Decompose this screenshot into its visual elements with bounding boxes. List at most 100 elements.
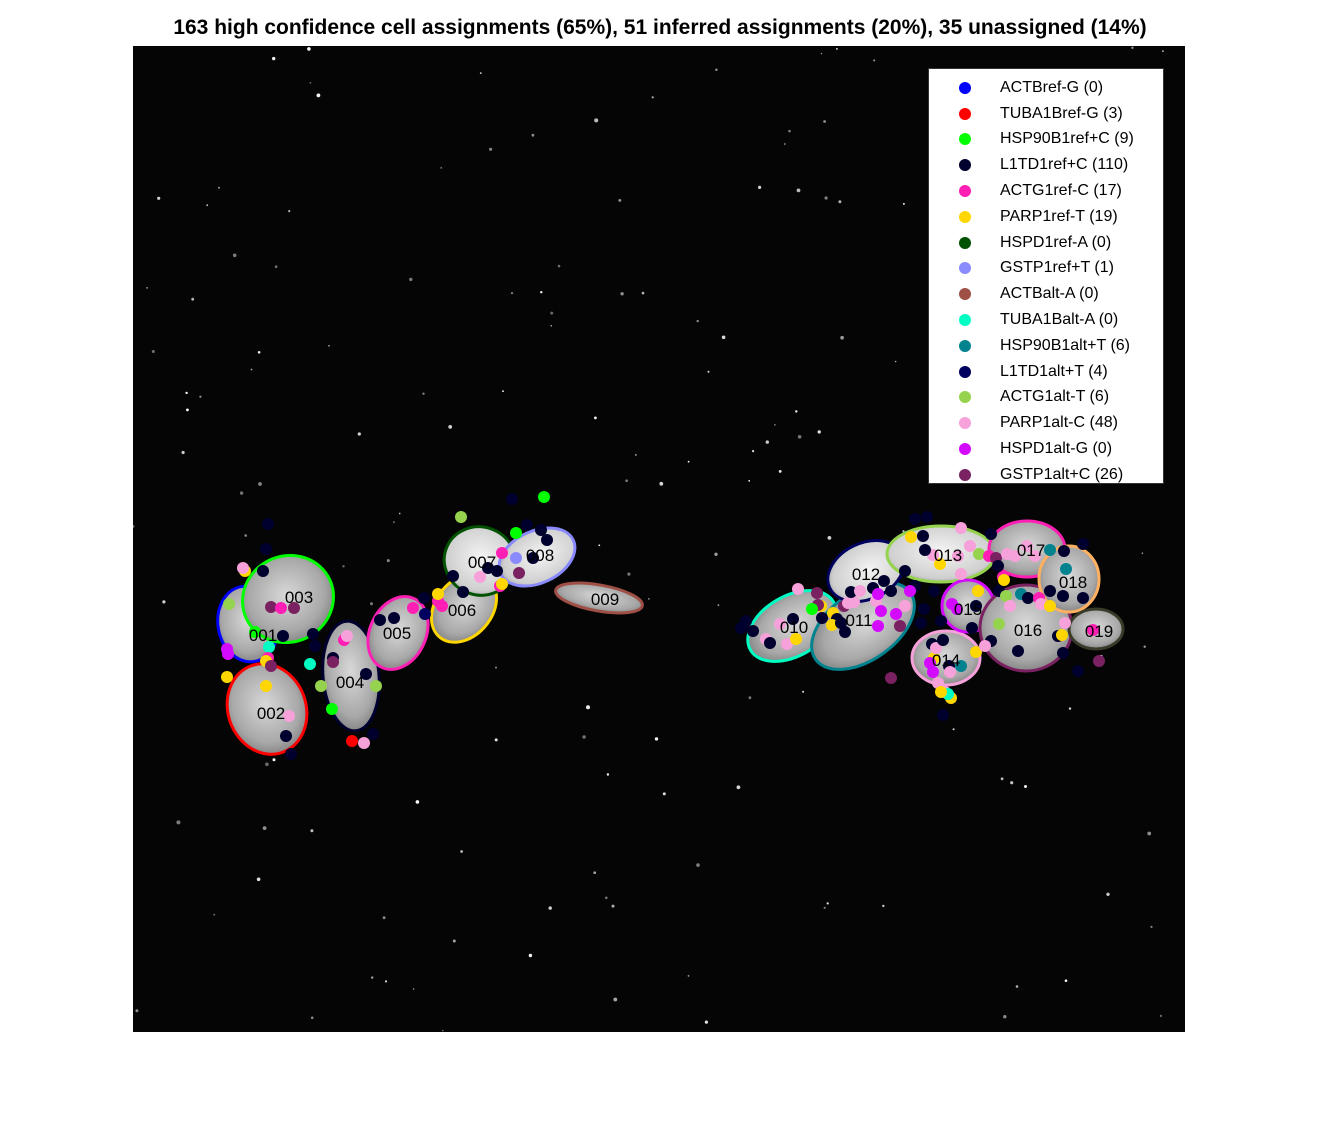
- read-marker: [774, 618, 786, 630]
- read-marker: [222, 648, 234, 660]
- speckle: [648, 598, 650, 600]
- cell-label: 008: [526, 546, 554, 565]
- speckle: [442, 1029, 444, 1032]
- speckle: [151, 350, 155, 353]
- speckle: [817, 430, 821, 434]
- read-marker: [970, 600, 982, 612]
- read-marker: [904, 585, 916, 597]
- speckle: [659, 481, 664, 486]
- legend-label: TUBA1Balt-A (0): [1000, 311, 1119, 329]
- speckle: [495, 666, 497, 669]
- figure-title: 163 high confidence cell assignments (65…: [173, 16, 1147, 39]
- speckle: [594, 416, 597, 420]
- read-marker: [979, 640, 991, 652]
- legend-label: PARP1alt-C (48): [1000, 414, 1118, 432]
- speckle: [239, 491, 244, 495]
- speckle: [272, 758, 276, 762]
- speckle: [213, 913, 216, 916]
- cell-label: 018: [1059, 573, 1087, 592]
- read-marker: [875, 605, 887, 617]
- legend-entry: HSP90B1ref+C (9): [929, 127, 1163, 153]
- speckle: [717, 604, 720, 607]
- speckle: [696, 863, 700, 867]
- read-marker: [826, 619, 838, 631]
- legend-marker-icon: [959, 314, 971, 327]
- legend-entry: HSPD1ref-A (0): [929, 230, 1163, 256]
- speckle: [494, 738, 498, 742]
- read-marker: [1021, 540, 1033, 552]
- speckle: [1147, 831, 1152, 836]
- read-marker: [307, 628, 319, 640]
- legend-marker-icon: [959, 288, 971, 301]
- speckle: [1141, 552, 1144, 554]
- cell-label: 006: [448, 601, 476, 620]
- cell-labels: 001 002 003 004 005 006 007 008 009 010 011 012 013 0…: [249, 541, 1113, 723]
- read-marker: [283, 710, 295, 722]
- speckle: [548, 906, 552, 910]
- speckle: [687, 975, 690, 977]
- speckle: [835, 47, 838, 50]
- speckle: [307, 47, 311, 51]
- speckle: [1150, 925, 1153, 929]
- legend-marker-icon: [959, 339, 971, 352]
- speckle: [448, 425, 453, 429]
- speckle: [256, 877, 261, 882]
- read-marker: [496, 578, 508, 590]
- read-marker: [885, 672, 897, 684]
- read-marker: [992, 560, 1004, 572]
- speckle: [479, 72, 482, 74]
- speckle: [199, 395, 202, 398]
- speckle: [797, 435, 802, 439]
- speckle: [1159, 1014, 1162, 1018]
- speckle: [758, 185, 762, 189]
- legend: ACTBref-G (0) TUBA1Bref-G (3) HSP90B1ref+C…: [928, 68, 1164, 484]
- cell-label: 016: [1014, 621, 1042, 640]
- legend-label: L1TD1alt+T (4): [1000, 362, 1108, 380]
- read-marker: [930, 642, 942, 654]
- legend-marker-icon: [959, 468, 971, 481]
- cell-outline-003: [241, 553, 335, 645]
- speckle: [748, 696, 752, 700]
- speckle: [802, 690, 805, 693]
- speckle: [748, 480, 751, 482]
- read-marker: [447, 570, 459, 582]
- speckle: [185, 391, 188, 395]
- read-marker: [894, 620, 906, 632]
- read-marker: [510, 527, 522, 539]
- speckle: [586, 705, 590, 710]
- legend-label: HSPD1ref-A (0): [1000, 233, 1112, 251]
- read-marker: [1057, 590, 1069, 602]
- speckle: [162, 600, 166, 604]
- speckle: [1010, 781, 1014, 785]
- speckle: [528, 953, 533, 958]
- speckle: [618, 199, 622, 202]
- legend-marker-icon: [959, 210, 971, 223]
- read-markers: [221, 491, 1105, 760]
- speckle: [176, 820, 181, 825]
- speckle: [774, 424, 776, 426]
- speckle: [902, 530, 905, 533]
- read-marker: [327, 656, 339, 668]
- read-marker: [921, 511, 933, 523]
- speckle: [594, 118, 599, 123]
- read-marker: [973, 548, 985, 560]
- speckle: [415, 800, 420, 804]
- read-marker: [937, 634, 949, 646]
- read-marker: [934, 558, 946, 570]
- legend-marker-icon: [959, 417, 971, 430]
- read-marker: [1044, 544, 1056, 556]
- read-marker: [237, 562, 249, 574]
- speckle: [257, 351, 261, 354]
- read-marker: [966, 622, 978, 634]
- read-marker: [280, 730, 292, 742]
- read-marker: [878, 575, 890, 587]
- read-marker: [341, 630, 353, 642]
- speckle: [186, 408, 189, 412]
- legend-entry: L1TD1ref+C (110): [929, 152, 1163, 178]
- read-marker: [491, 565, 503, 577]
- read-marker: [521, 519, 533, 531]
- speckle: [272, 56, 276, 61]
- cell-label: 001: [249, 626, 277, 645]
- read-marker: [951, 603, 963, 615]
- speckle: [606, 773, 610, 776]
